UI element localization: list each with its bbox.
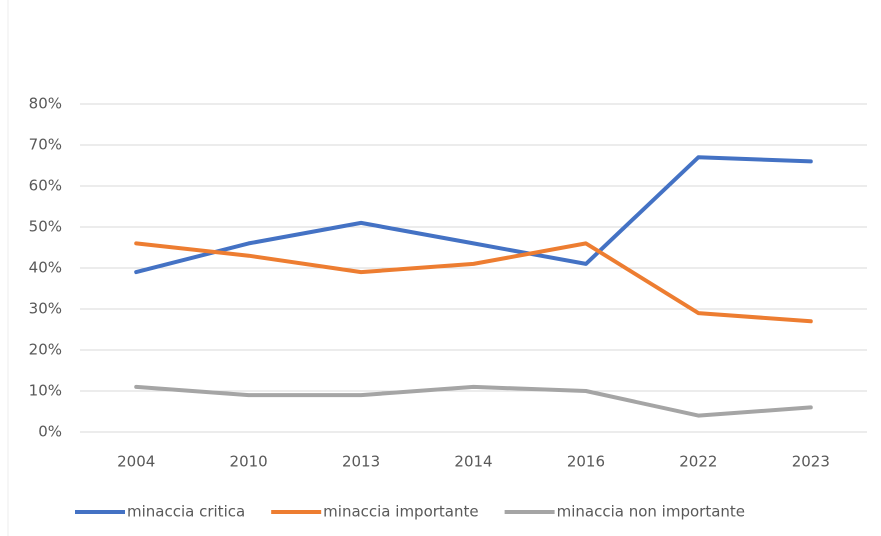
- legend-label: minaccia importante: [323, 503, 478, 521]
- y-tick-label: 70%: [29, 136, 62, 154]
- series-line: [134, 155, 813, 275]
- series-line: [134, 384, 813, 418]
- y-tick-label: 50%: [29, 218, 62, 236]
- y-tick-label: 60%: [29, 177, 62, 195]
- series-line: [134, 241, 813, 324]
- x-tick-label: 2016: [567, 453, 605, 471]
- legend-label: minaccia critica: [127, 503, 245, 521]
- x-tick-label: 2010: [230, 453, 268, 471]
- y-tick-label: 30%: [29, 300, 62, 318]
- x-tick-label: 2023: [792, 453, 830, 471]
- y-tick-label: 0%: [38, 423, 62, 441]
- x-tick-label: 2014: [454, 453, 492, 471]
- x-tick-label: 2022: [679, 453, 717, 471]
- y-tick-label: 40%: [29, 259, 62, 277]
- legend-label: minaccia non importante: [557, 503, 745, 521]
- y-tick-label: 20%: [29, 341, 62, 359]
- y-tick-label: 80%: [29, 95, 62, 113]
- x-tick-label: 2013: [342, 453, 380, 471]
- y-tick-label: 10%: [29, 382, 62, 400]
- x-tick-label: 2004: [117, 453, 155, 471]
